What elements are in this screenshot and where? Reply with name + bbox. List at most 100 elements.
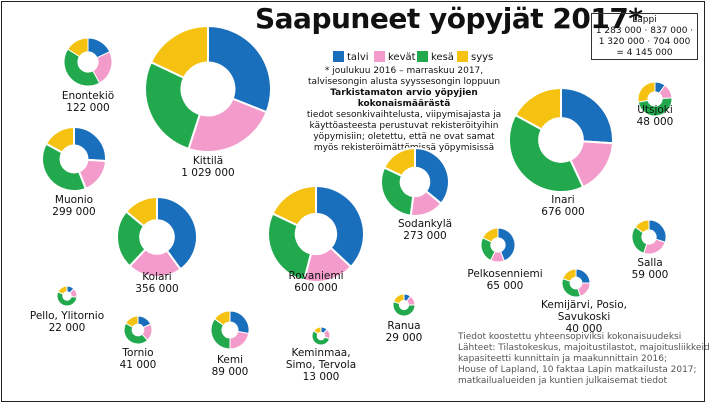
donut-segment-syys [44,125,75,154]
donut-label-name: Ranua [387,320,421,332]
donut-label: Utsjoki 48 000 [637,104,674,128]
donut-label-total: 1 029 000 [181,167,235,179]
donut-segment-kesä [637,97,673,117]
donut-label-name: Utsjoki [637,104,673,116]
donut-label-total: 59 000 [631,269,669,281]
donut-kolari [116,195,198,278]
donut-label-name: Tornio [122,347,154,359]
donut-label: Muonio 299 000 [52,194,95,218]
donut-label-name: Kittilä [192,155,224,167]
donut-segment-syys [514,86,562,131]
donut-label-name: Salla [637,257,663,269]
donut-segment-kevät [187,97,268,153]
donut-segment-talvi [414,146,450,206]
footer-line: Tiedot koostettu yhteensopiviksi kokonai… [458,332,682,342]
legend-item-syys: syys [457,51,493,63]
donut-segment-kesä [561,278,581,298]
donut-segment-talvi [560,86,614,145]
donut-label: Sodankylä 273 000 [398,218,452,242]
donut-label-total: 40 000 [565,323,603,335]
footer-line: House of Lapland, 10 faktaa Lapin matkai… [458,365,697,375]
donut-utsjoki [637,81,673,117]
donut-tornio [123,315,153,345]
notes: * joulukuu 2016 – marraskuu 2017, talvis… [294,66,514,154]
donut-label-name: Kolari [142,271,172,283]
donut-label: Kemi 89 000 [212,354,249,378]
donut-kemi [210,310,250,350]
donut-muonio [41,125,107,192]
lappi-box-line: Lappi [632,15,657,25]
donut-segment-syys [313,326,322,335]
lappi-box-line: 1 283 000 · 837 000 · [595,26,694,36]
footer-line: Lähteet: Tilastokeskus, majoitustilastot… [458,343,709,353]
donut-label: Rovaniemi 600 000 [288,270,343,294]
donut-segment-talvi [315,184,365,269]
donut-label-total: 299 000 [52,206,96,218]
donut-label-name: Pelkosenniemi [467,268,543,280]
footer-sources: Tiedot koostettu yhteensopiviksi kokonai… [458,332,709,387]
legend-label: syys [471,52,494,63]
donut-label-name: Pello, Ylitornio [29,310,105,322]
donut-enonteki- [63,37,113,87]
donut-label: Pelkosenniemi 65 000 [467,268,542,292]
donut-segment-talvi [207,24,272,114]
legend-item-talvi: talvi [333,51,369,63]
donut-segment-kesä [380,166,415,217]
donut-label-name: Kemijärvi, Posio, Savukoski [541,299,627,323]
legend-label: kevät [388,52,416,63]
donut-label: Tornio 41 000 [120,347,157,371]
donut-label-total: 41 000 [119,359,157,371]
donut-label-total: 356 000 [135,283,179,295]
legend-swatch [457,51,468,62]
legend-label: talvi [347,52,369,63]
donut-sodankyl- [380,146,450,217]
donut-label-name: Keminmaa, Simo, Tervola [285,347,357,371]
note-line: yöpymisiin; oletettu, että ne ovat samat [313,132,495,142]
donut-segment-kesä [56,291,78,307]
donut-segment-kesä [63,48,101,87]
donut-label-name: Kemi [217,354,243,366]
legend-swatch [333,51,344,62]
note-line: talvisesongin alusta syyssesongin loppuu… [307,77,501,87]
donut-segment-syys [57,285,68,295]
donut-label: Inari 676 000 [541,194,584,218]
chart-title: Saapuneet yöpyjät 2017* [255,2,643,35]
donut-segment-syys [149,24,209,80]
donut-segment-kesä [267,212,313,282]
legend-swatch [374,51,385,62]
donut-label-total: 48 000 [636,116,674,128]
legend-item-kesa: kesä [417,51,454,63]
donut-pelkosenniemi [480,227,516,263]
donut-label: Ranua 29 000 [386,320,423,344]
note-line: tiedot sesonkivaihtelusta, viipymisajast… [306,110,502,120]
donut-pello-ylitornio [56,285,78,307]
donut-segment-syys [213,310,231,327]
donut-segment-syys [481,227,499,243]
donut-segment-talvi [575,268,591,284]
donut-segment-kesä [41,142,88,192]
donut-keminmaa-simo-tervola [311,326,331,346]
donut-segment-syys [392,293,405,305]
donut-segment-talvi [497,227,516,262]
donut-label: Kemijärvi, Posio, Savukoski 40 000 [541,299,627,335]
donut-label-total: 22 000 [48,322,86,334]
legend-swatch [417,51,428,62]
donut-segment-kesä [392,300,416,317]
donut-segment-kesä [508,113,585,193]
donut-label-total: 676 000 [541,206,585,218]
donut-kittil- [144,24,272,153]
note-line: * joulukuu 2016 – marraskuu 2017, [324,66,484,76]
donut-label-name: Sodankylä [397,218,453,230]
donut-segment-kevät [229,330,250,350]
lappi-box-line: 1 320 000 · 704 000 [598,37,691,47]
lappi-box-line: = 4 145 000 [616,48,673,58]
donut-label: Keminmaa, Simo, Tervola 13 000 [286,347,356,383]
donut-label-total: 29 000 [385,332,423,344]
lappi-total-box: Lappi 1 283 000 · 837 000 · 1 320 000 · … [591,13,698,60]
donut-segment-kevät [643,238,666,255]
note-bold-line: Tarkistamaton arvio yöpyjien kokonaismää… [330,88,478,109]
donut-label-total: 13 000 [302,371,340,383]
donut-label-name: Enontekiö [61,90,115,102]
donut-segment-syys [67,37,89,58]
